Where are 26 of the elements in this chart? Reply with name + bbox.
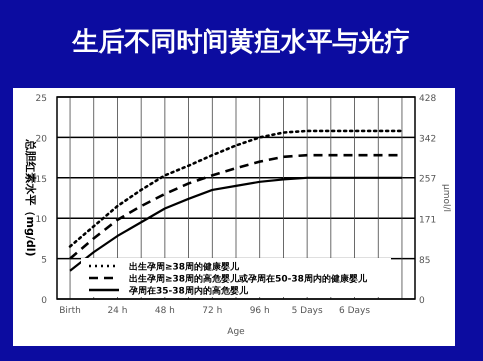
x-tick-label: 5 Days <box>292 306 323 316</box>
x-tick-label: 6 Days <box>339 306 370 316</box>
chart-title: 生后不同时间黄疸水平与光疗 <box>72 27 410 57</box>
y2-tick-label: 257 <box>419 174 436 185</box>
x-tick-label: 72 h <box>202 306 222 316</box>
y2-tick-label: 0 <box>419 296 425 306</box>
legend-label: 出生孕周≥38周的高危婴儿或孕周在50-38周内的健康婴儿 <box>129 274 368 284</box>
y-tick-label: 0 <box>41 296 48 306</box>
y2-tick-label: 171 <box>419 215 436 226</box>
legend-label: 孕周在35-38周内的高危婴儿 <box>128 286 249 296</box>
x-tick-label: 48 h <box>154 306 175 316</box>
x-tick-label: Birth <box>59 306 81 316</box>
y2-axis-title: μmol/l <box>441 184 451 212</box>
y-tick-label: 25 <box>36 94 47 104</box>
y2-tick-label: 342 <box>419 134 436 145</box>
y-tick-label: 5 <box>41 256 47 266</box>
legend-label: 出生孕周≥38周的健康婴儿 <box>129 262 240 272</box>
y-axis-title: 总胆红素水平（mg/dl) <box>24 138 37 257</box>
y-tick-label: 20 <box>36 134 48 144</box>
y2-tick-label: 85 <box>419 256 430 266</box>
x-tick-label: 24 h <box>107 306 128 316</box>
x-axis-title: Age <box>227 327 246 337</box>
x-tick-label: 96 h <box>250 306 270 316</box>
y2-tick-label: 428 <box>419 94 436 104</box>
y-tick-label: 10 <box>36 215 48 226</box>
y-tick-label: 15 <box>36 174 47 185</box>
